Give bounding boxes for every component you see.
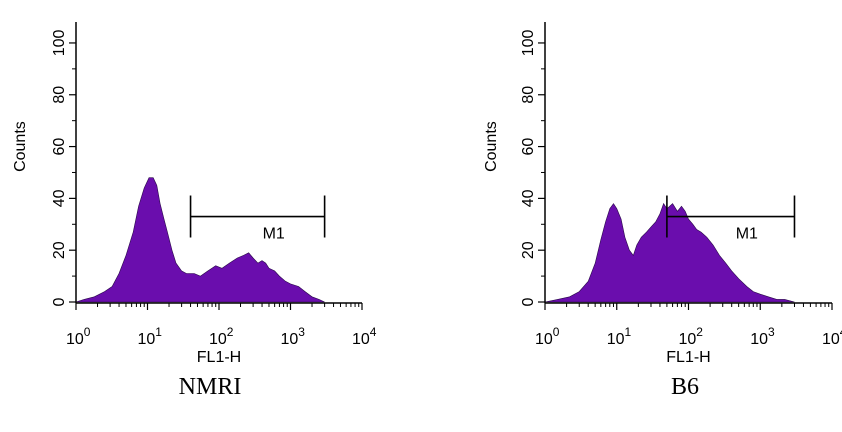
y-tick-label: 60 [51,138,68,156]
x-axis-label: FL1-H [666,349,710,366]
x-tick-label: 103 [281,325,306,348]
gate-m1: M1 [666,195,796,243]
panel-caption: B6 [671,374,699,400]
y-axis-label: Counts [483,121,500,172]
gate-label: M1 [736,226,758,243]
x-axis-ticks: 100 101 102 103 104 [535,303,842,348]
x-tick-label: 104 [822,325,842,348]
y-tick-label: 0 [520,297,537,306]
y-tick-label: 40 [520,189,537,207]
x-tick-label: 103 [750,325,775,348]
gate-m1: M1 [189,195,326,243]
gate-label: M1 [263,226,285,243]
x-tick-label: 102 [209,325,234,348]
histogram-area [75,177,325,303]
y-tick-label: 100 [51,30,68,57]
panel-caption: NMRI [179,374,242,400]
x-tick-label: 101 [607,325,632,348]
y-tick-label: 40 [51,189,68,207]
y-tick-label: 20 [51,241,68,259]
histogram-panel-nmri: 100 101 102 103 104 0 20 40 60 80 100 M1 FL1-H Co… [12,22,377,400]
x-axis-ticks: 100 101 102 103 104 [66,303,377,348]
y-tick-label: 0 [51,297,68,306]
y-tick-label: 80 [520,86,537,104]
histogram-panel-b6: 100 101 102 103 104 0 20 40 60 80 100 M1 FL1-H Co… [483,22,842,400]
y-tick-label: 60 [520,138,537,156]
y-tick-label: 100 [520,30,537,57]
x-axis-label: FL1-H [197,349,241,366]
histogram-area [544,202,795,303]
y-axis-label: Counts [12,121,29,172]
x-tick-label: 104 [352,325,377,348]
y-axis-ticks: 0 20 40 60 80 100 [520,30,545,306]
y-tick-label: 20 [520,241,537,259]
x-tick-label: 100 [535,325,560,348]
x-tick-label: 101 [138,325,163,348]
x-tick-label: 100 [66,325,91,348]
y-tick-label: 80 [51,86,68,104]
x-tick-label: 102 [679,325,704,348]
y-axis-ticks: 0 20 40 60 80 100 [51,30,76,306]
